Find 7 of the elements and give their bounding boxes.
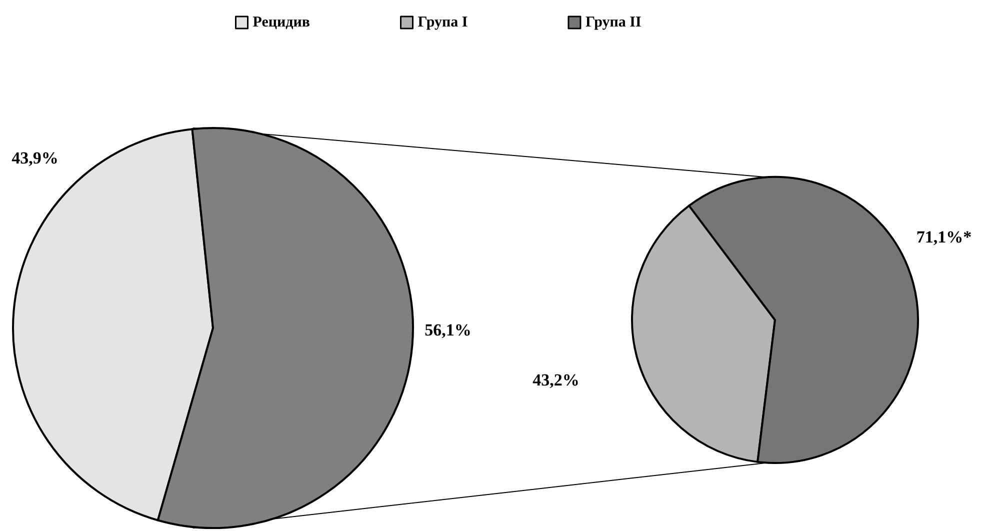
legend-label: Група I xyxy=(418,14,468,30)
data-label: 43,9% xyxy=(12,148,58,168)
legend-label: Група II xyxy=(585,14,642,30)
data-label: 56,1% xyxy=(424,320,472,340)
data-label: 43,2% xyxy=(532,370,580,390)
data-label: 71,1%* xyxy=(916,228,972,246)
legend-label: Рецидив xyxy=(252,14,310,30)
